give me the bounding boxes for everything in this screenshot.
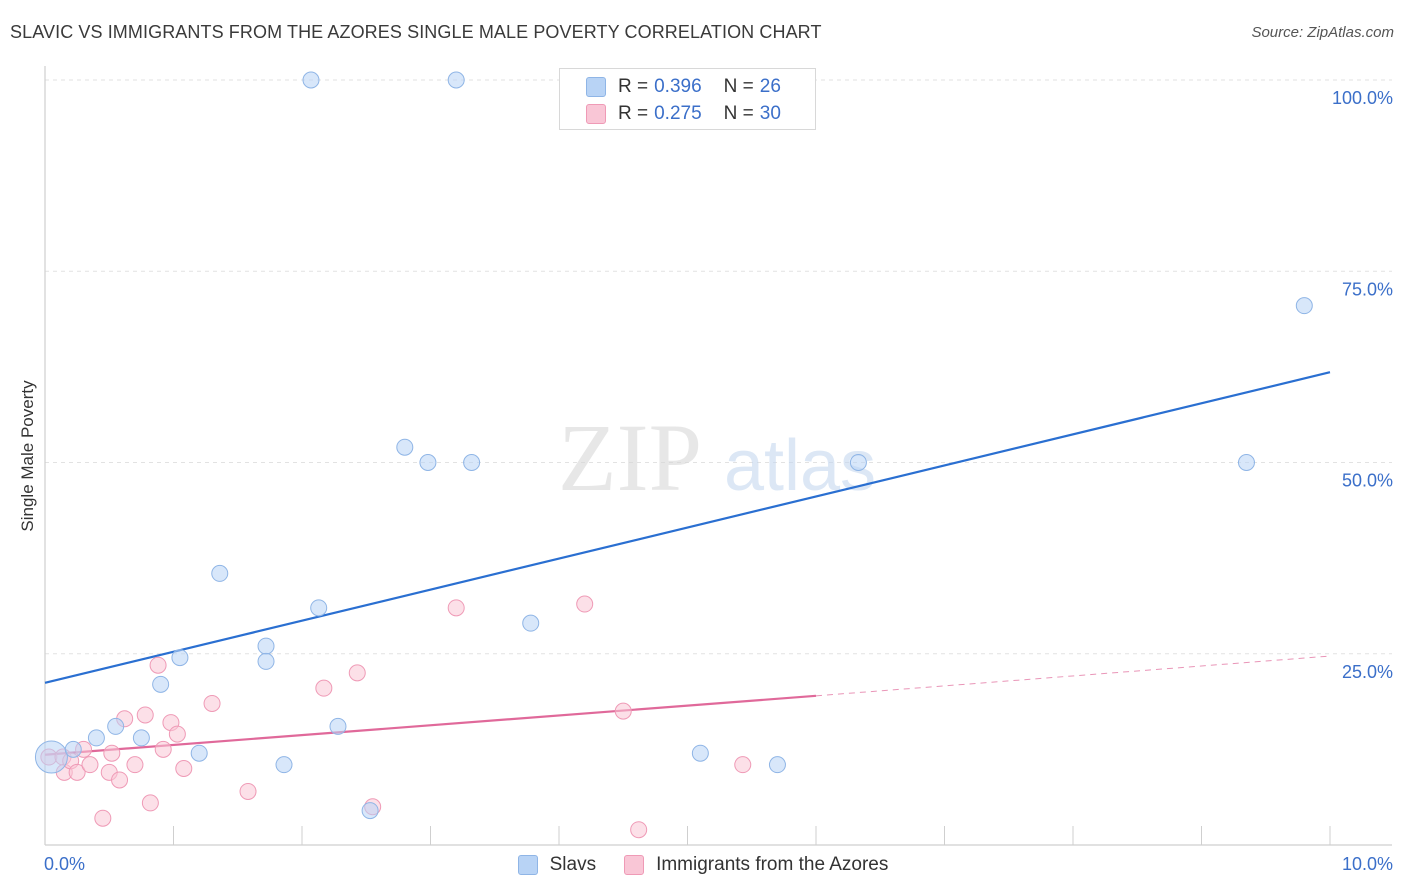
source-credit: Source: ZipAtlas.com [1251, 24, 1394, 41]
trend-lines [44, 371, 1331, 756]
azores-point [614, 702, 632, 720]
azores-point [315, 679, 333, 697]
slavs-point [691, 744, 709, 762]
azores-point [348, 664, 366, 682]
slavs-trend-line [44, 371, 1331, 684]
slavs-point [463, 454, 481, 471]
tick-labels: 25.0% 50.0% 75.0% 100.0% 0.0% 10.0% [44, 88, 1393, 874]
azores-point [168, 725, 186, 743]
legend-item-azores: Immigrants from the Azores [624, 854, 888, 876]
slavs-point [768, 756, 786, 774]
watermark-zip: ZIP [558, 404, 702, 511]
slavs-point [257, 652, 275, 670]
r-value: 0.396 [654, 76, 702, 97]
y-tick-label: 100.0% [1332, 88, 1393, 108]
slavs-point [329, 717, 347, 735]
azores-point [447, 599, 465, 617]
watermark: ZIP atlas [558, 404, 876, 511]
azores-point [239, 782, 257, 800]
y-tick-label: 50.0% [1342, 471, 1393, 491]
slavs-point [152, 675, 170, 693]
azores-trend-line [44, 694, 817, 756]
slavs-point [302, 71, 320, 89]
slavs-point [257, 637, 275, 655]
azores-point [68, 763, 86, 781]
slavs-point [361, 802, 379, 820]
azores-point [81, 756, 99, 774]
y-tick-label: 25.0% [1342, 662, 1393, 682]
slavs-point [447, 71, 465, 89]
n-value: 26 [759, 76, 781, 97]
grid-lines [45, 79, 1392, 655]
correlation-legend: R = 0.396 N = 26 R = 0.275 N = 30 [559, 68, 816, 130]
legend-item-slavs: Slavs [517, 854, 597, 876]
azores-point [126, 756, 144, 774]
slavs-swatch [586, 77, 606, 97]
r-label: R = [618, 103, 649, 124]
slavs-point [64, 740, 82, 758]
r-value: 0.275 [654, 103, 702, 124]
slavs-point [190, 744, 208, 762]
slavs-point [34, 740, 68, 774]
azores-point [141, 794, 159, 812]
slavs-point [107, 717, 125, 735]
slavs-point [522, 614, 540, 632]
r-label: R = [618, 76, 649, 97]
slavs-point [275, 756, 293, 774]
x-tick-label: 10.0% [1342, 854, 1393, 874]
slavs-point [87, 729, 105, 747]
azores-point [149, 656, 167, 674]
slavs-point [396, 438, 414, 456]
azores-point [111, 771, 129, 789]
slavs-point [419, 454, 437, 471]
n-label: N = [723, 76, 754, 97]
y-axis-label: Single Male Poverty [18, 380, 37, 532]
slavs-point [849, 454, 867, 471]
n-value: 30 [759, 103, 781, 124]
azores-point [94, 809, 112, 827]
azores-swatch [586, 104, 606, 124]
azores-point [136, 706, 154, 724]
series-legend: Slavs Immigrants from the Azores [0, 852, 1406, 878]
legend-row-slavs: R = 0.396 N = 26 [586, 75, 781, 99]
axes [44, 66, 1392, 846]
legend-label-azores: Immigrants from the Azores [656, 854, 889, 875]
azores-point [103, 744, 121, 762]
azores-trend-extension [815, 655, 1331, 697]
azores-point [175, 760, 193, 777]
n-label: N = [723, 103, 754, 124]
slavs-point [211, 564, 229, 582]
slavs-point [132, 729, 150, 747]
azores-point [734, 756, 752, 774]
slavs-point [310, 599, 328, 617]
slavs-swatch [517, 855, 538, 875]
azores-swatch [624, 855, 645, 875]
legend-row-azores: R = 0.275 N = 30 [586, 102, 781, 126]
y-tick-label: 75.0% [1342, 279, 1393, 299]
azores-point [203, 694, 221, 712]
chart-title: SLAVIC VS IMMIGRANTS FROM THE AZORES SIN… [10, 22, 822, 42]
slavs-point [171, 649, 189, 667]
slavs-point [1295, 297, 1313, 315]
slavs-point [1237, 454, 1255, 471]
data-points [34, 71, 1313, 839]
azores-point [154, 740, 172, 758]
azores-point [630, 821, 648, 839]
azores-point [576, 595, 594, 613]
legend-label-slavs: Slavs [549, 854, 597, 875]
x-tick-label: 0.0% [44, 854, 85, 874]
